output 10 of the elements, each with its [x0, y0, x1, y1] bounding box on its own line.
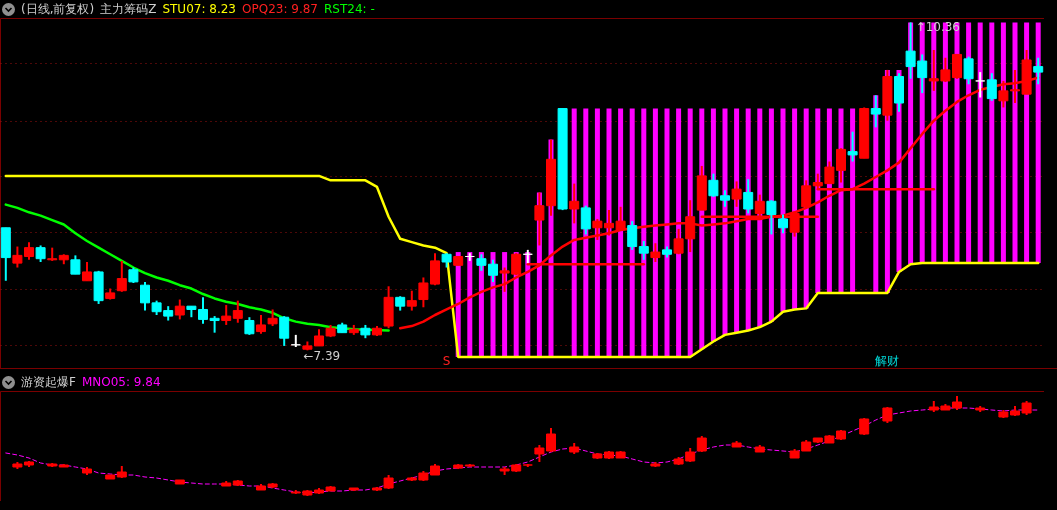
text: RST24: - — [323, 2, 375, 16]
chart-subtitle: 主力筹码Z — [100, 0, 157, 18]
text: MNO05: 9.84 — [81, 375, 161, 389]
annotation: ←7.39 — [303, 349, 341, 364]
annotation: 解财 — [875, 354, 900, 368]
chart-title: (日线,前复权) — [21, 0, 95, 18]
text: STU07: 8.23 — [162, 2, 236, 16]
chart-title: 游资起爆F — [21, 373, 76, 391]
annotation: S — [442, 354, 451, 368]
text: OPQ23: 9.87 — [242, 2, 318, 16]
